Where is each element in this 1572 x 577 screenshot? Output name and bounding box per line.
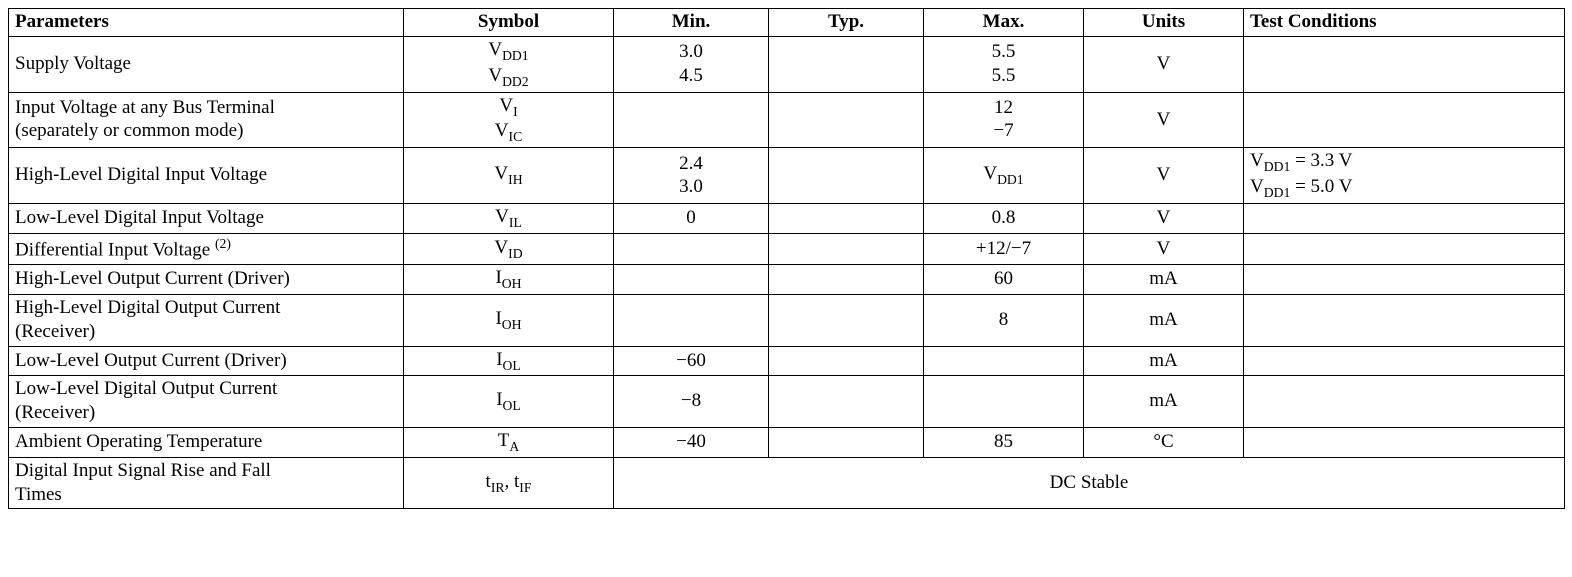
cell-max [924,376,1084,428]
cell-param: High-Level Digital Output Current(Receiv… [9,295,404,347]
table-row: Low-Level Digital Input Voltage VIL 0 0.… [9,204,1565,234]
cell-typ [769,265,924,295]
cell-min: −60 [614,346,769,376]
cell-min [614,295,769,347]
cell-min: −8 [614,376,769,428]
cell-max: 12−7 [924,92,1084,148]
table-row: Differential Input Voltage (2) VID +12/−… [9,234,1565,265]
cell-symbol: tIR, tIF [404,457,614,509]
cell-conditions: VDD1 = 3.3 V VDD1 = 5.0 V [1244,148,1565,204]
header-typ: Typ. [769,9,924,37]
cell-param: Supply Voltage [9,36,404,92]
header-symbol: Symbol [404,9,614,37]
table-row: High-Level Output Current (Driver) IOH 6… [9,265,1565,295]
table-row: High-Level Digital Output Current(Receiv… [9,295,1565,347]
cell-typ [769,92,924,148]
cell-symbol: TA [404,427,614,457]
cell-units: V [1084,148,1244,204]
cell-conditions [1244,295,1565,347]
cell-min: 3.04.5 [614,36,769,92]
cell-max: 60 [924,265,1084,295]
cell-symbol: VIH [404,148,614,204]
cell-conditions [1244,36,1565,92]
header-min: Min. [614,9,769,37]
cell-min: −40 [614,427,769,457]
cell-param: Input Voltage at any Bus Terminal(separa… [9,92,404,148]
header-conditions: Test Conditions [1244,9,1565,37]
table-row: Low-Level Digital Output Current(Receive… [9,376,1565,428]
cell-min [614,234,769,265]
cell-param: Low-Level Digital Input Voltage [9,204,404,234]
cell-symbol: IOH [404,295,614,347]
cell-conditions [1244,265,1565,295]
cell-conditions [1244,376,1565,428]
cell-param: Ambient Operating Temperature [9,427,404,457]
cell-units: mA [1084,295,1244,347]
cell-min [614,265,769,295]
cell-typ [769,427,924,457]
cell-symbol: VIL [404,204,614,234]
cell-conditions [1244,92,1565,148]
cell-units: mA [1084,265,1244,295]
electrical-parameters-table: Parameters Symbol Min. Typ. Max. Units T… [8,8,1565,509]
cell-typ [769,346,924,376]
cell-symbol: IOH [404,265,614,295]
cell-max: 5.55.5 [924,36,1084,92]
cell-param: Differential Input Voltage (2) [9,234,404,265]
cell-typ [769,36,924,92]
cell-typ [769,148,924,204]
cell-symbol: VID [404,234,614,265]
cell-param: Digital Input Signal Rise and FallTimes [9,457,404,509]
cell-typ [769,295,924,347]
cell-conditions [1244,234,1565,265]
header-max: Max. [924,9,1084,37]
cell-conditions [1244,346,1565,376]
cell-max [924,346,1084,376]
table-row: Input Voltage at any Bus Terminal(separa… [9,92,1565,148]
table-row: Ambient Operating Temperature TA −40 85 … [9,427,1565,457]
cell-units: V [1084,234,1244,265]
cell-min: 2.43.0 [614,148,769,204]
cell-merged-dc-stable: DC Stable [614,457,1565,509]
cell-min: 0 [614,204,769,234]
cell-max: 8 [924,295,1084,347]
cell-units: V [1084,92,1244,148]
header-units: Units [1084,9,1244,37]
cell-symbol: VI VIC [404,92,614,148]
table-row: Low-Level Output Current (Driver) IOL −6… [9,346,1565,376]
cell-param: Low-Level Digital Output Current(Receive… [9,376,404,428]
cell-min [614,92,769,148]
cell-typ [769,234,924,265]
cell-max: +12/−7 [924,234,1084,265]
cell-param: Low-Level Output Current (Driver) [9,346,404,376]
cell-symbol: IOL [404,376,614,428]
table-row: High-Level Digital Input Voltage VIH 2.4… [9,148,1565,204]
header-parameters: Parameters [9,9,404,37]
cell-units: V [1084,204,1244,234]
cell-units: mA [1084,346,1244,376]
cell-max: 0.8 [924,204,1084,234]
table-row: Supply Voltage VDD1 VDD2 3.04.5 5.55.5 V [9,36,1565,92]
cell-max: 85 [924,427,1084,457]
cell-param: High-Level Output Current (Driver) [9,265,404,295]
cell-conditions [1244,204,1565,234]
cell-typ [769,204,924,234]
cell-typ [769,376,924,428]
cell-units: °C [1084,427,1244,457]
cell-param: High-Level Digital Input Voltage [9,148,404,204]
cell-symbol: IOL [404,346,614,376]
table-row: Digital Input Signal Rise and FallTimes … [9,457,1565,509]
cell-units: V [1084,36,1244,92]
cell-max: VDD1 [924,148,1084,204]
cell-conditions [1244,427,1565,457]
cell-symbol: VDD1 VDD2 [404,36,614,92]
cell-units: mA [1084,376,1244,428]
header-row: Parameters Symbol Min. Typ. Max. Units T… [9,9,1565,37]
